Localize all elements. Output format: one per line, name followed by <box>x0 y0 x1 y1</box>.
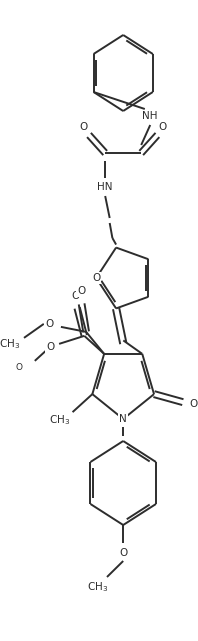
Text: CH$_3$: CH$_3$ <box>0 337 20 351</box>
Text: O: O <box>159 122 167 132</box>
Text: N: N <box>119 414 127 424</box>
Text: CH$_3$: CH$_3$ <box>87 580 109 594</box>
Text: NH: NH <box>143 111 158 121</box>
Text: O: O <box>92 273 100 283</box>
Text: CH$_3$: CH$_3$ <box>49 413 70 427</box>
Text: O: O <box>119 548 127 558</box>
Text: O: O <box>77 286 86 296</box>
Text: O: O <box>79 122 88 132</box>
Text: O: O <box>71 291 79 301</box>
Text: O: O <box>45 319 53 329</box>
Text: HN: HN <box>97 182 113 192</box>
Text: O: O <box>189 399 198 409</box>
Text: O: O <box>16 363 23 372</box>
Text: O: O <box>46 342 54 352</box>
